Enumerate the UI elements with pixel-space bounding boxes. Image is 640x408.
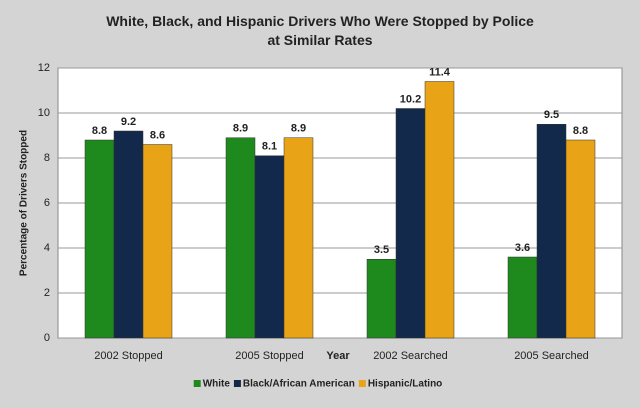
data-label: 3.5 <box>374 244 389 256</box>
y-tick-label: 10 <box>38 107 50 119</box>
data-label: 9.2 <box>121 116 136 128</box>
bar <box>565 139 596 339</box>
y-tick-label: 8 <box>44 152 50 164</box>
y-tick-label: 4 <box>44 242 50 254</box>
y-axis-label: Percentage of Drivers Stopped <box>19 130 30 276</box>
data-label: 8.1 <box>262 141 277 153</box>
x-tick-label: 2002 Searched <box>373 350 448 362</box>
y-tick-label: 6 <box>44 197 50 209</box>
legend-label: Black/African American <box>243 379 355 390</box>
data-label: 8.8 <box>573 125 588 137</box>
legend-swatch <box>193 380 201 387</box>
bar <box>536 124 567 339</box>
bar <box>283 137 314 339</box>
legend-label: White <box>203 379 231 390</box>
data-label: 9.5 <box>544 109 559 121</box>
bar <box>113 130 144 339</box>
bar <box>507 256 538 339</box>
legend-swatch <box>233 380 241 387</box>
chart-title: White, Black, and Hispanic Drivers Who W… <box>106 13 534 48</box>
data-label: 8.8 <box>92 125 107 137</box>
data-label: 8.9 <box>291 123 306 135</box>
x-tick-label: 2002 Stopped <box>94 350 163 362</box>
data-label: 11.4 <box>429 66 451 78</box>
data-label: 10.2 <box>400 93 421 105</box>
bar <box>395 108 426 339</box>
legend-label: Hispanic/Latino <box>368 379 442 390</box>
x-axis-label: Year <box>326 350 350 362</box>
bar <box>84 139 115 339</box>
bar <box>225 137 256 339</box>
bar <box>142 144 173 339</box>
y-tick-label: 0 <box>44 332 50 344</box>
x-tick-label: 2005 Stopped <box>235 350 304 362</box>
bar <box>254 155 285 339</box>
data-label: 8.6 <box>150 129 165 141</box>
legend-swatch <box>358 380 366 387</box>
data-label: 8.9 <box>233 123 248 135</box>
bar <box>366 259 397 339</box>
x-tick-label: 2005 Searched <box>514 350 589 362</box>
y-tick-label: 12 <box>38 62 50 74</box>
y-tick-label: 2 <box>44 287 50 299</box>
bar <box>424 81 455 339</box>
data-label: 3.6 <box>515 242 530 254</box>
